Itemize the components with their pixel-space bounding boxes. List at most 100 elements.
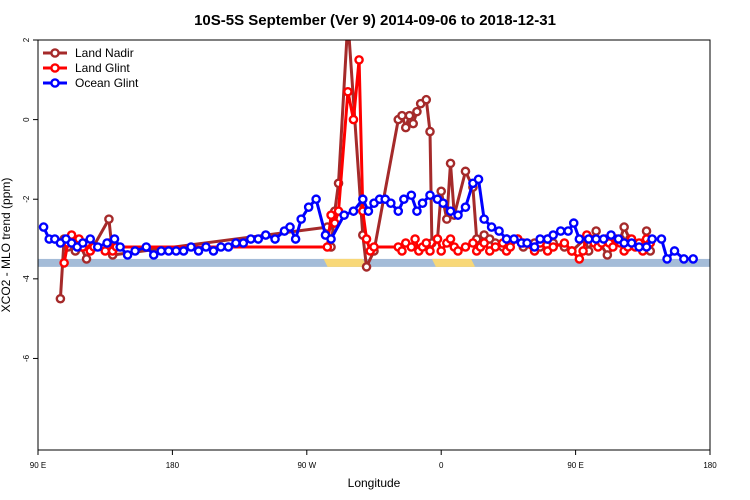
data-point-land-nadir (421, 94, 432, 105)
data-point-ocean-glint (348, 206, 359, 216)
data-point-land-nadir (460, 166, 471, 177)
y-tick-label: 0 (22, 117, 31, 122)
series-ocean-glint (38, 174, 699, 264)
data-point-ocean-glint (141, 242, 152, 252)
data-point-ocean-glint (626, 238, 637, 248)
y-axis-label: XCO2 - MLO trend (ppm) (0, 178, 13, 313)
data-point-ocean-glint (303, 202, 314, 212)
ocean-band (38, 258, 710, 267)
data-point-land-glint (421, 238, 432, 248)
land-band-segment (431, 258, 476, 267)
data-point-ocean-glint (535, 234, 545, 244)
legend-marker-ocean-glint (50, 78, 60, 88)
data-point-land-nadir (400, 122, 411, 133)
data-point-land-nadir (81, 254, 92, 264)
land-band-segment (323, 258, 367, 267)
data-point-land-nadir (55, 293, 66, 304)
data-point-land-nadir (404, 110, 415, 121)
data-point-land-glint (322, 242, 333, 252)
legend-label-land-nadir: Land Nadir (75, 46, 134, 60)
data-point-ocean-glint (662, 254, 672, 264)
data-point-land-glint (410, 234, 420, 244)
data-point-ocean-glint (479, 214, 489, 224)
x-axis: 90 E 180 90 W 0 90 E 180 (30, 450, 717, 470)
data-point-land-nadir (425, 126, 435, 137)
data-point-ocean-glint (245, 234, 256, 244)
data-point-land-glint (425, 246, 435, 256)
y-tick-label: 2 (22, 37, 31, 42)
legend-label-land-glint: Land Glint (75, 61, 130, 75)
data-point-ocean-glint (357, 194, 368, 205)
x-tick-label: 90 E (30, 461, 46, 470)
data-point-ocean-glint (296, 214, 307, 224)
data-point-land-glint (468, 238, 478, 248)
data-point-ocean-glint (669, 246, 680, 256)
data-point-ocean-glint (619, 238, 629, 248)
x-axis-label: Longitude (348, 476, 401, 490)
data-point-land-nadir (619, 222, 629, 232)
data-point-land-nadir (602, 250, 613, 260)
data-point-land-nadir (361, 262, 372, 272)
data-point-ocean-glint (555, 226, 566, 236)
data-point-ocean-glint (109, 234, 120, 244)
data-point-ocean-glint (679, 254, 689, 264)
data-point-ocean-glint (399, 194, 409, 205)
data-point-ocean-glint (78, 238, 88, 248)
data-point-land-nadir (397, 110, 407, 121)
y-axis: 2 0 -2 -4 -6 (22, 37, 38, 362)
data-point-ocean-glint (656, 234, 667, 244)
data-point-land-nadir (436, 186, 447, 197)
data-point-ocean-glint (130, 246, 140, 256)
data-point-land-glint (369, 242, 379, 252)
data-point-ocean-glint (417, 198, 428, 209)
plot-area (38, 40, 710, 304)
data-point-ocean-glint (522, 238, 532, 248)
data-point-ocean-glint (473, 174, 484, 185)
data-point-ocean-glint (406, 190, 417, 201)
data-point-ocean-glint (385, 198, 396, 209)
legend-marker-land-nadir (50, 48, 60, 58)
data-point-ocean-glint (311, 194, 321, 205)
data-point-land-nadir (441, 214, 452, 224)
data-point-land-glint (59, 258, 69, 268)
x-tick-label: 180 (166, 461, 180, 470)
data-point-land-glint (608, 242, 618, 252)
data-point-ocean-glint (425, 190, 435, 201)
data-point-land-glint (578, 246, 588, 256)
plot-frame (37, 39, 711, 451)
data-point-land-glint (445, 234, 456, 244)
data-point-land-glint (559, 238, 570, 248)
data-point-ocean-glint (102, 238, 112, 248)
data-point-ocean-glint (647, 234, 657, 244)
data-point-ocean-glint (494, 226, 504, 236)
data-point-land-glint (567, 246, 577, 256)
data-point-ocean-glint (598, 234, 609, 244)
data-point-ocean-glint (260, 230, 271, 240)
data-point-ocean-glint (285, 222, 295, 232)
data-point-ocean-glint (453, 210, 463, 220)
y-tick-label: -2 (22, 195, 31, 203)
data-point-ocean-glint (238, 238, 249, 248)
data-point-ocean-glint (231, 238, 241, 248)
data-point-land-glint (432, 234, 443, 244)
data-point-land-glint (361, 234, 372, 244)
data-point-ocean-glint (253, 234, 264, 244)
data-point-ocean-glint (122, 250, 133, 260)
data-point-land-nadir (591, 226, 601, 236)
y-tick-label: -6 (22, 354, 31, 362)
data-point-ocean-glint (486, 222, 497, 232)
data-point-ocean-glint (193, 246, 204, 256)
data-point-ocean-glint (216, 242, 226, 252)
legend-label-ocean-glint: Ocean Glint (75, 76, 139, 90)
data-point-ocean-glint (148, 250, 159, 260)
data-point-ocean-glint (115, 242, 125, 252)
data-point-land-glint (460, 242, 471, 252)
data-point-land-glint (326, 210, 336, 220)
data-point-land-glint (505, 242, 516, 252)
data-point-ocean-glint (92, 242, 103, 252)
data-point-ocean-glint (208, 246, 219, 256)
data-point-land-nadir (445, 158, 456, 169)
data-point-land-glint (354, 55, 364, 65)
data-point-land-glint (574, 254, 585, 264)
data-point-ocean-glint (339, 210, 349, 220)
